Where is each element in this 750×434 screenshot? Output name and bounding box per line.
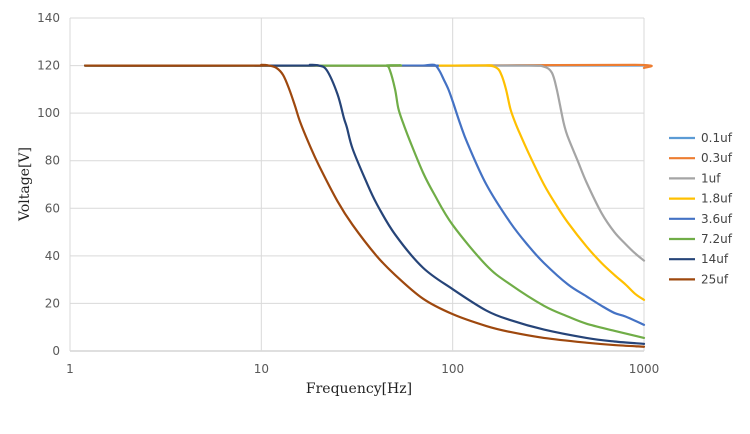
legend-label: 0.3uf (701, 151, 733, 165)
legend-label: 0.1uf (701, 131, 733, 145)
x-tick-label: 1 (66, 362, 74, 376)
legend-label: 3.6uf (701, 212, 733, 226)
series-line-3-6uf (84, 63, 646, 326)
x-tick-label: 10 (254, 362, 269, 376)
grid-layer (69, 17, 645, 352)
y-tick-label: 20 (45, 296, 60, 310)
axis-layer: 0 20 40 60 80 100 120 140 1 10 100 1000 (37, 11, 659, 376)
legend-layer: 0.1uf 0.3uf 1uf 1.8uf 3.6uf 7.2uf 14uf 25uf (669, 131, 733, 286)
series-line-1uf (84, 64, 646, 262)
legend-label: 1.8uf (701, 192, 733, 206)
series-line-25uf (84, 63, 646, 348)
series-line-1-8uf (84, 64, 646, 301)
y-tick-label: 60 (45, 201, 60, 215)
y-tick-label: 40 (45, 249, 60, 263)
legend-label: 14uf (701, 252, 729, 266)
y-tick-label: 140 (37, 11, 60, 25)
y-axis-title: Voltage[V] (17, 147, 33, 222)
series-line-7-2uf (84, 64, 646, 340)
legend-label: 7.2uf (701, 232, 733, 246)
legend-label: 1uf (701, 171, 721, 185)
legend-label: 25uf (701, 272, 729, 286)
y-tick-label: 0 (52, 344, 60, 358)
x-tick-label: 1000 (629, 362, 660, 376)
x-axis-title: Frequency[Hz] (306, 381, 412, 397)
y-tick-label: 120 (37, 59, 60, 73)
y-tick-label: 80 (45, 154, 60, 168)
y-tick-label: 100 (37, 106, 60, 120)
series-layer (84, 63, 653, 348)
x-tick-label: 100 (441, 362, 464, 376)
series-line-14uf (84, 63, 646, 345)
